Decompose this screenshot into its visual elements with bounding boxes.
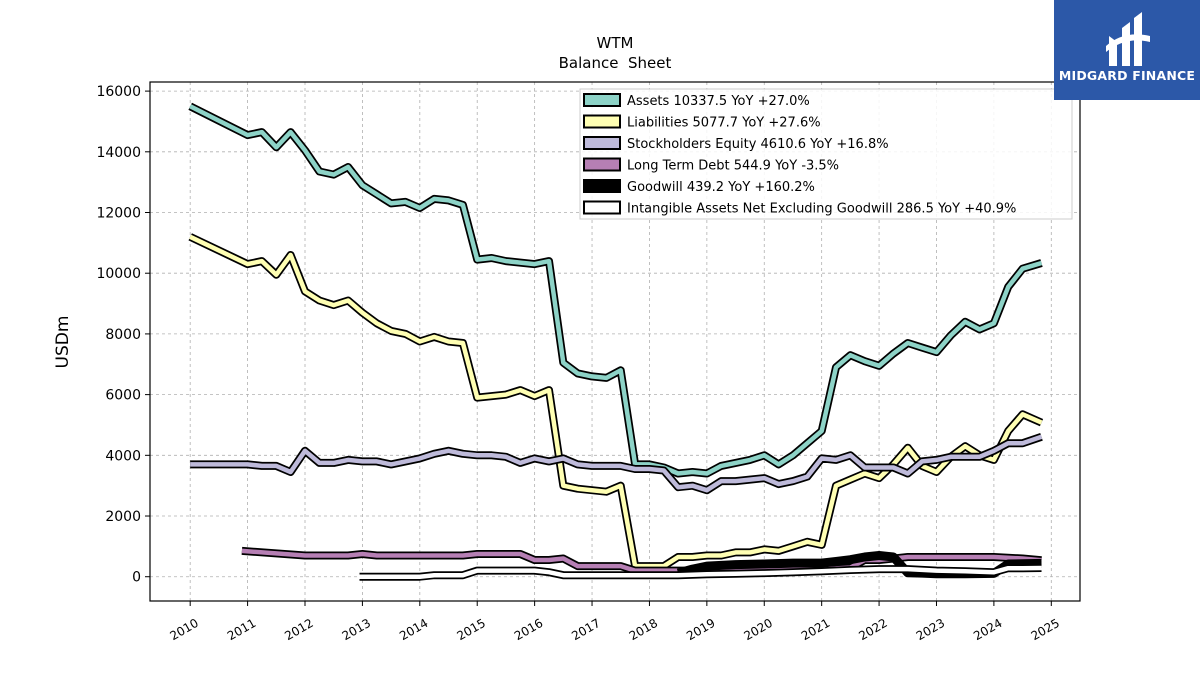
legend-swatch-2 [583, 136, 621, 150]
y-tick-label: 4000 [105, 448, 141, 464]
x-tick-label: 2021 [799, 616, 832, 643]
series-line-2 [190, 434, 1043, 493]
legend-swatch-4 [583, 179, 621, 193]
legend-label-1: Liabilities 5077.7 YoY +27.6% [627, 116, 821, 131]
series-line-5 [359, 565, 1042, 579]
legend-label-4: Goodwill 439.2 YoY +160.2% [627, 180, 815, 195]
legend-swatch-5 [583, 200, 621, 215]
x-tick-label: 2013 [340, 616, 373, 643]
x-tick-label: 2020 [742, 616, 775, 643]
x-tick-label: 2025 [1029, 616, 1062, 643]
x-tick-label: 2022 [856, 616, 889, 643]
y-tick-label: 0 [132, 570, 141, 586]
x-tick-label: 2019 [684, 616, 717, 643]
series-line-3 [241, 548, 1042, 573]
y-tick-label: 6000 [105, 388, 141, 404]
legend-swatch-3 [583, 157, 621, 172]
legend: Assets 10337.5 YoY +27.0% Liabilities 507… [579, 88, 1073, 220]
x-tick-label: 2024 [971, 616, 1004, 643]
series-lines [188, 102, 1044, 581]
legend-swatch-1 [583, 114, 621, 129]
y-axis-label: USDm [53, 316, 73, 369]
midgard-logo-icon [1106, 12, 1150, 66]
chart-subtitle: Balance Sheet [559, 54, 672, 72]
x-tick-label: 2010 [167, 616, 200, 643]
y-tick-label: 14000 [96, 145, 141, 161]
legend-label-5: Intangible Assets Net Excluding Goodwill… [627, 202, 1016, 217]
x-tick-label: 2015 [454, 616, 487, 643]
legend-label-0: Assets 10337.5 YoY +27.0% [627, 94, 810, 109]
chart-title: WTM [597, 34, 634, 52]
y-tick-label: 10000 [96, 266, 141, 282]
y-tick-label: 8000 [105, 327, 141, 343]
y-tick-label: 12000 [96, 206, 141, 222]
y-tick-label: 2000 [105, 509, 141, 525]
legend-label-3: Long Term Debt 544.9 YoY -3.5% [627, 159, 839, 174]
legend-label-2: Stockholders Equity 4610.6 YoY +16.8% [627, 137, 889, 152]
brand-name: MIDGARD FINANCE [1058, 68, 1196, 83]
x-tick-label: 2017 [569, 616, 602, 643]
y-tick-label: 16000 [96, 84, 141, 100]
x-tick-label: 2012 [282, 616, 315, 643]
x-tick-label: 2018 [627, 616, 660, 643]
series-line-outline-1 [188, 233, 1044, 571]
series-line-0 [189, 104, 1043, 476]
x-tick-label: 2014 [397, 616, 430, 643]
x-tick-label: 2016 [512, 616, 545, 643]
legend-box [579, 88, 1073, 220]
x-tick-label: 2023 [914, 616, 947, 643]
brand-watermark: MIDGARD FINANCE [1054, 0, 1200, 100]
series-line-1 [189, 234, 1043, 569]
x-tick-label: 2011 [225, 616, 258, 643]
plot-frame [149, 81, 1081, 602]
legend-swatch-0 [583, 93, 621, 107]
